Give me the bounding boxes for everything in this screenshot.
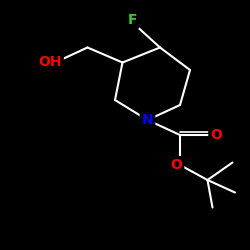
Text: N: N	[142, 113, 153, 127]
Text: O: O	[210, 128, 222, 142]
Text: F: F	[128, 13, 137, 27]
Text: OH: OH	[38, 56, 62, 70]
Text: O: O	[170, 158, 182, 172]
